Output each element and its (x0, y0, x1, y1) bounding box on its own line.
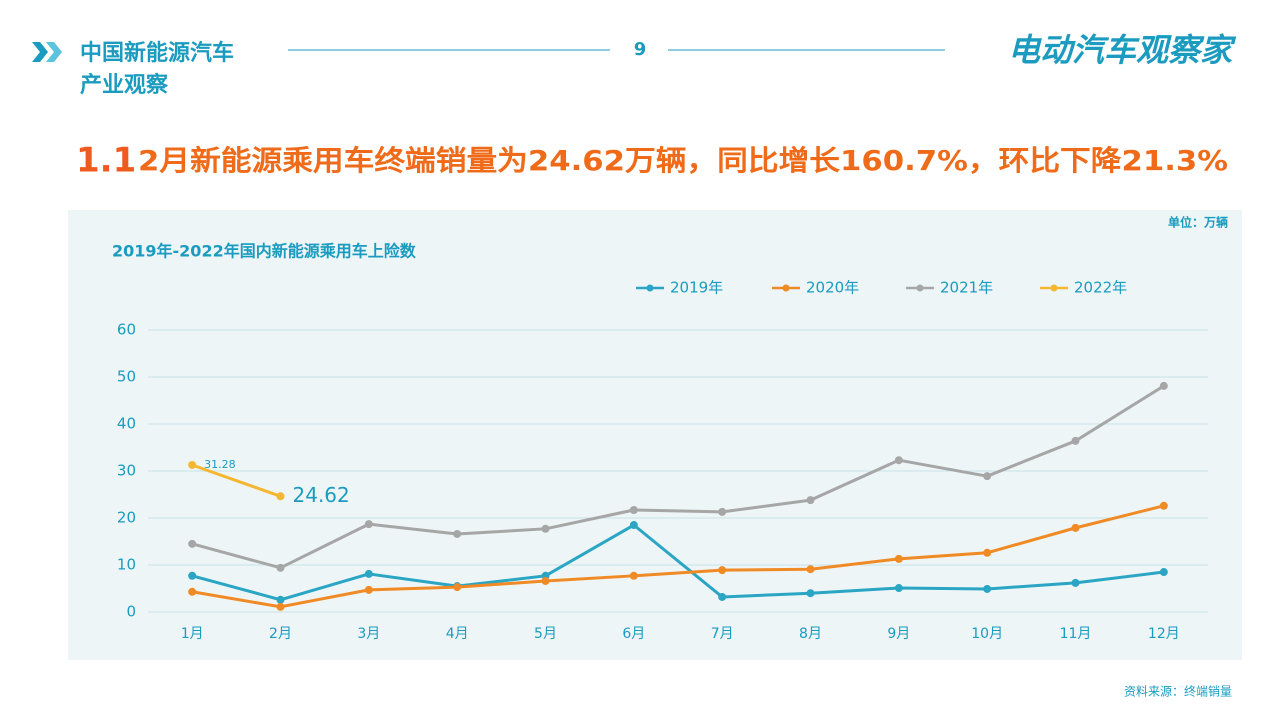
x-tick-label: 2月 (269, 626, 292, 642)
x-tick-label: 9月 (887, 626, 910, 642)
point (718, 592, 727, 601)
point (629, 521, 638, 530)
point (806, 496, 815, 505)
x-tick-label: 7月 (711, 626, 734, 642)
legend-label: 2019年 (670, 279, 723, 297)
chart-title: 2019年-2022年国内新能源乘用车上险数 (112, 242, 417, 261)
x-tick-label: 11月 (1060, 626, 1092, 642)
point (364, 569, 373, 578)
x-tick-label: 10月 (971, 626, 1003, 642)
point (983, 472, 992, 481)
y-tick-label: 20 (117, 509, 136, 527)
series-line (191, 504, 1165, 609)
point (1071, 578, 1080, 587)
x-tick-label: 8月 (799, 626, 822, 642)
point (188, 587, 197, 596)
point (541, 524, 550, 533)
point (983, 584, 992, 593)
point (629, 506, 638, 515)
source: 资料来源：终端销量 (1124, 684, 1232, 699)
page-number: 9 (634, 39, 647, 60)
legend-dot (646, 284, 654, 292)
y-tick-label: 60 (117, 321, 136, 339)
point (894, 456, 903, 465)
x-tick-label: 5月 (534, 626, 557, 642)
y-tick-label: 0 (126, 603, 136, 621)
y-tick-label: 30 (117, 462, 136, 480)
y-tick-label: 50 (117, 368, 136, 386)
point (1159, 568, 1168, 577)
point (276, 563, 285, 572)
x-tick-label: 4月 (446, 626, 469, 642)
point (364, 520, 373, 529)
legend-dot (916, 284, 924, 292)
legend-label: 2020年 (806, 279, 859, 297)
chart-panel (68, 210, 1242, 660)
legend-label: 2021年 (940, 279, 993, 297)
point (894, 584, 903, 593)
brand: 电动汽车观察家 (1008, 31, 1237, 69)
x-tick-label: 6月 (622, 626, 645, 642)
point (1071, 523, 1080, 532)
point (718, 566, 727, 575)
headline-number: 1.1 (76, 141, 136, 181)
data-label: 24.62 (293, 483, 350, 507)
series-line (191, 384, 1165, 570)
point (276, 602, 285, 611)
point (1159, 381, 1168, 390)
headline: 2月新能源乘用车终端销量为24.62万辆，同比增长160.7%，环比下降21.3… (138, 144, 1228, 177)
series-line (191, 523, 1165, 602)
point (806, 589, 815, 598)
point (983, 548, 992, 557)
y-tick-label: 10 (117, 556, 136, 574)
point (453, 529, 462, 538)
point (364, 585, 373, 594)
unit: 单位：万辆 (1168, 215, 1228, 230)
y-tick-label: 40 (117, 415, 136, 433)
point (188, 571, 197, 580)
x-tick-label: 1月 (181, 626, 204, 642)
point (1159, 501, 1168, 510)
point (188, 460, 197, 469)
point (629, 571, 638, 580)
data-label: 31.28 (204, 458, 236, 471)
point (806, 565, 815, 574)
point (276, 595, 285, 604)
point (718, 507, 727, 516)
point (188, 539, 197, 548)
point (1071, 436, 1080, 445)
point (541, 576, 550, 585)
point (894, 554, 903, 563)
legend-label: 2022年 (1074, 279, 1127, 297)
legend-dot (1050, 284, 1058, 292)
header-title: 中国新能源汽车 (80, 40, 234, 66)
header-title: 产业观察 (80, 72, 169, 98)
chevrons (32, 42, 62, 62)
legend-dot (782, 284, 790, 292)
series-line (191, 463, 282, 498)
point (276, 492, 285, 501)
x-tick-label: 3月 (357, 626, 380, 642)
point (453, 583, 462, 592)
x-tick-label: 12月 (1148, 626, 1180, 642)
